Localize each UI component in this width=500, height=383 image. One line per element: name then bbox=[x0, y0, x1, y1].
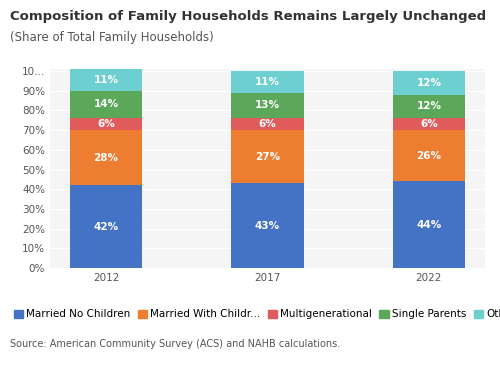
Bar bbox=[392, 130, 465, 181]
Bar bbox=[70, 185, 142, 268]
Text: 12%: 12% bbox=[416, 78, 442, 88]
Text: 11%: 11% bbox=[94, 75, 118, 85]
Bar bbox=[392, 71, 465, 95]
Text: 43%: 43% bbox=[255, 221, 280, 231]
Text: 42%: 42% bbox=[94, 222, 118, 232]
Bar bbox=[231, 183, 304, 268]
Bar bbox=[70, 69, 142, 91]
Bar bbox=[392, 118, 465, 130]
Text: 11%: 11% bbox=[255, 77, 280, 87]
Bar bbox=[70, 118, 142, 130]
Text: 44%: 44% bbox=[416, 220, 442, 230]
Bar bbox=[231, 118, 304, 130]
Legend: Married No Children, Married With Childr..., Multigenerational, Single Parents, : Married No Children, Married With Childr… bbox=[10, 305, 500, 324]
Text: Composition of Family Households Remains Largely Unchanged: Composition of Family Households Remains… bbox=[10, 10, 486, 23]
Text: (Share of Total Family Households): (Share of Total Family Households) bbox=[10, 31, 214, 44]
Text: 26%: 26% bbox=[416, 151, 442, 161]
Bar bbox=[70, 130, 142, 185]
Text: 28%: 28% bbox=[94, 153, 118, 163]
Bar bbox=[70, 91, 142, 118]
Bar bbox=[392, 181, 465, 268]
Text: 6%: 6% bbox=[97, 119, 115, 129]
Bar bbox=[392, 95, 465, 118]
Bar bbox=[231, 71, 304, 93]
Bar bbox=[231, 93, 304, 118]
Text: 12%: 12% bbox=[416, 101, 442, 111]
Text: 6%: 6% bbox=[420, 119, 438, 129]
Bar bbox=[231, 130, 304, 183]
Text: 13%: 13% bbox=[255, 100, 280, 110]
Text: Source: American Community Survey (ACS) and NAHB calculations.: Source: American Community Survey (ACS) … bbox=[10, 339, 340, 349]
Text: 27%: 27% bbox=[255, 152, 280, 162]
Text: 14%: 14% bbox=[94, 100, 118, 110]
Text: 6%: 6% bbox=[258, 119, 276, 129]
